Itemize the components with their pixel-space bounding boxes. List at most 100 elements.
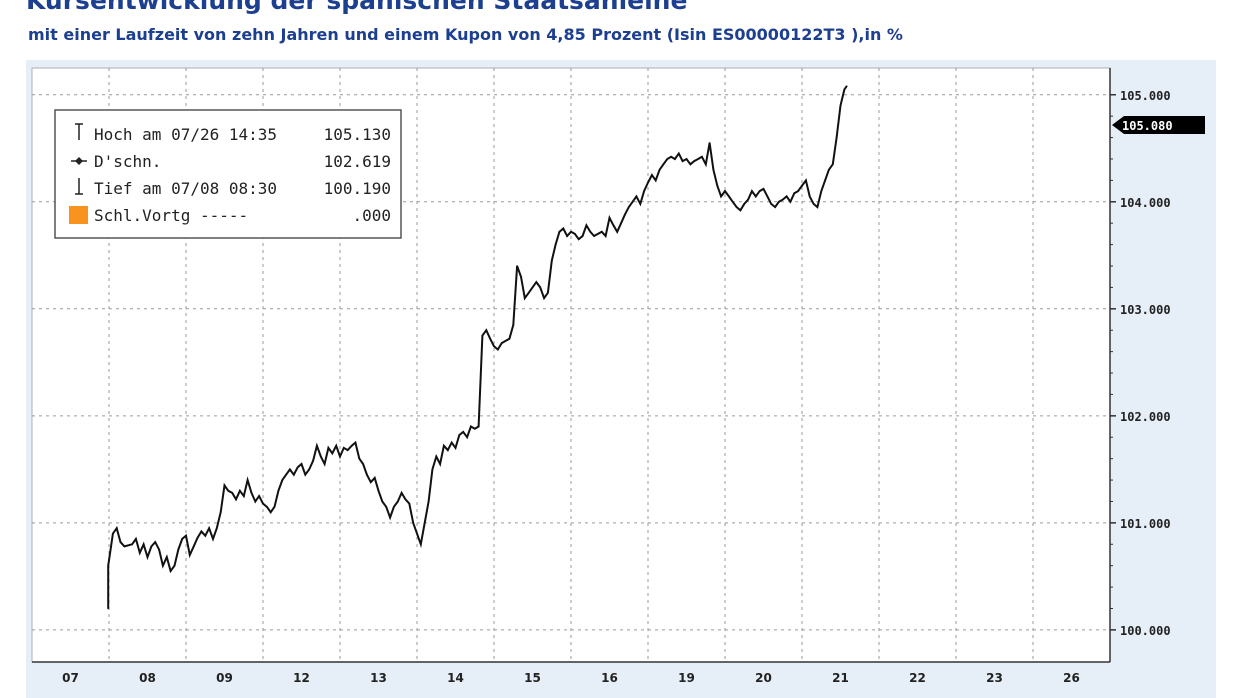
data-point — [281, 479, 284, 481]
data-point — [427, 500, 430, 503]
data-point — [158, 548, 160, 551]
data-point — [535, 281, 538, 283]
data-point — [212, 538, 214, 540]
data-point — [820, 190, 823, 192]
data-point — [123, 545, 126, 548]
legend-box — [54, 109, 402, 239]
grid-lines — [32, 68, 1110, 662]
x-tick-label: 13 — [370, 671, 387, 685]
data-point — [631, 201, 634, 203]
data-point — [747, 198, 749, 201]
data-point — [250, 492, 253, 494]
data-point — [612, 224, 615, 227]
data-point — [789, 201, 792, 203]
data-point — [115, 527, 118, 529]
data-point — [258, 495, 260, 497]
data-point — [231, 492, 233, 494]
data-point — [223, 484, 226, 487]
data-point — [108, 559, 110, 562]
data-point — [131, 543, 133, 546]
data-point — [678, 152, 680, 155]
data-point — [420, 543, 422, 546]
data-point — [624, 213, 626, 216]
data-point — [574, 233, 576, 235]
data-point — [408, 502, 411, 505]
data-point — [312, 460, 314, 462]
data-point — [643, 190, 645, 192]
data-point — [246, 479, 249, 481]
data-point — [547, 292, 549, 294]
data-point — [397, 500, 399, 503]
data-point — [320, 455, 322, 458]
data-point — [146, 556, 149, 558]
legend-label-high: Hoch am 07/26 14:35 — [94, 125, 277, 144]
data-point — [739, 209, 742, 212]
data-point — [816, 206, 819, 208]
data-point — [327, 447, 330, 449]
data-point — [362, 463, 364, 465]
data-point — [516, 265, 518, 267]
data-point — [477, 425, 480, 428]
data-point — [782, 198, 784, 201]
data-point — [662, 163, 665, 166]
last-value-marker: 105.080 — [1112, 116, 1205, 134]
data-point — [107, 607, 109, 610]
data-point — [828, 168, 830, 171]
data-point — [139, 552, 141, 554]
data-point — [508, 338, 511, 340]
data-point — [524, 297, 526, 299]
data-point — [543, 297, 545, 299]
data-point — [196, 537, 199, 539]
data-point — [693, 160, 695, 162]
data-point — [658, 168, 661, 171]
x-tick-label: 08 — [139, 671, 156, 685]
x-tick-label: 14 — [447, 671, 464, 685]
data-point — [832, 163, 834, 166]
data-point — [566, 235, 568, 237]
data-point — [346, 449, 349, 451]
data-point — [304, 473, 307, 476]
data-point — [604, 235, 607, 237]
data-point — [235, 498, 237, 501]
data-point — [570, 231, 572, 233]
data-point — [350, 445, 353, 447]
data-point — [812, 203, 815, 205]
data-point — [577, 238, 580, 240]
data-point — [601, 231, 603, 233]
legend-label-avg: D'schn. — [94, 152, 161, 171]
data-point — [485, 329, 488, 332]
data-point — [585, 224, 588, 227]
data-point — [724, 190, 726, 192]
data-point — [385, 506, 388, 508]
data-point — [731, 201, 734, 203]
data-point — [654, 179, 657, 182]
data-point — [458, 434, 461, 436]
data-point — [639, 203, 642, 205]
data-point — [443, 445, 445, 447]
data-point — [681, 160, 684, 162]
data-point — [219, 511, 222, 513]
x-tick-label: 07 — [62, 671, 79, 685]
y-tick-label: 104.000 — [1120, 196, 1171, 210]
data-point — [778, 201, 780, 203]
data-point — [743, 203, 746, 205]
data-point — [389, 516, 391, 519]
data-point — [470, 425, 472, 428]
data-point — [845, 85, 848, 87]
data-point — [142, 543, 145, 546]
data-point — [728, 195, 730, 198]
data-point — [377, 490, 380, 492]
data-point — [527, 292, 530, 294]
data-point — [316, 445, 318, 447]
data-point — [107, 564, 109, 567]
data-point — [839, 104, 842, 107]
data-point — [169, 570, 172, 572]
data-point — [562, 227, 565, 230]
data-point — [797, 190, 799, 192]
data-point — [793, 192, 796, 194]
data-point — [628, 206, 630, 208]
data-point — [620, 222, 622, 224]
y-tick-label: 103.000 — [1120, 303, 1171, 317]
data-point — [431, 468, 434, 471]
